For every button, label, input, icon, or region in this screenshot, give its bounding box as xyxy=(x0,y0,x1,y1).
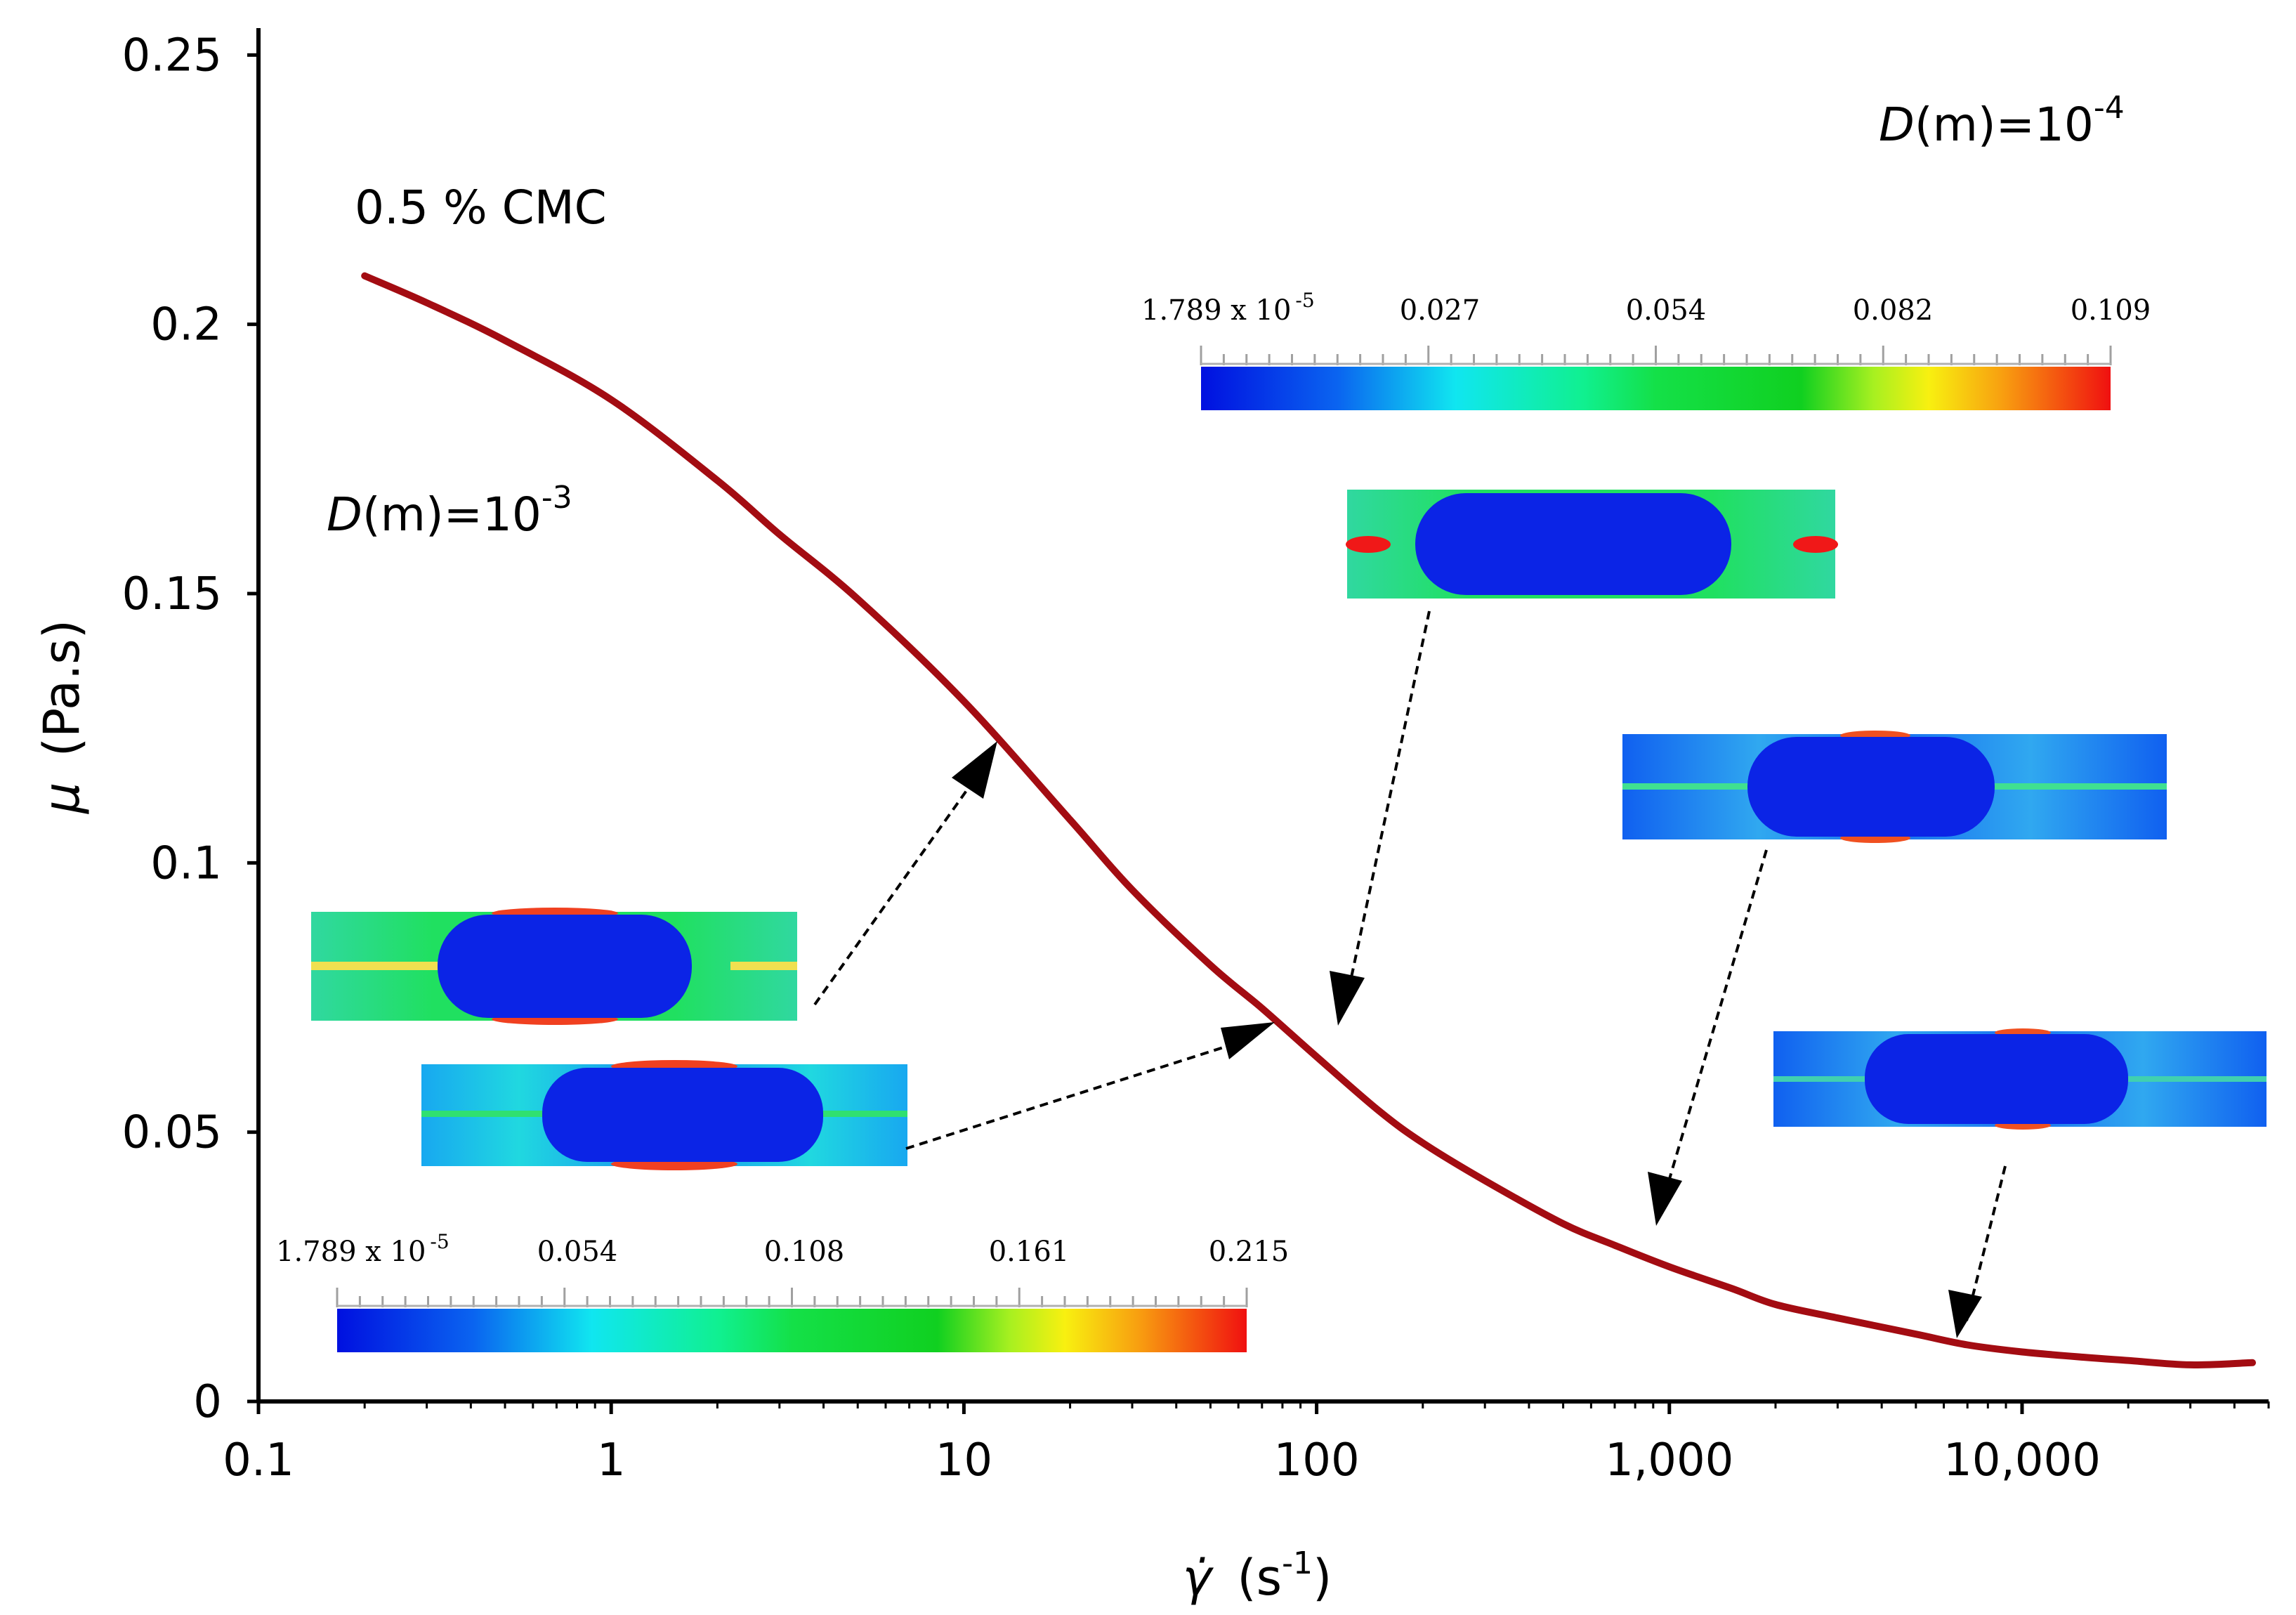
x-ticks: 0.1 1 10 100 1,000 10,000 xyxy=(223,1401,2270,1486)
series-label: 0.5 % CMC xyxy=(355,181,607,235)
colorbar-D1e-3-min-exponent: -5 xyxy=(430,1230,449,1253)
arrowhead-inset-1 xyxy=(952,741,997,799)
x-axis-exponent: -1 xyxy=(1282,1545,1313,1581)
colorbar-D1e-4-label-3: 0.082 xyxy=(1853,294,1934,327)
x-tick-label: 0.1 xyxy=(223,1434,294,1486)
x-tick-label: 1 xyxy=(597,1434,626,1486)
arrowhead-inset-4 xyxy=(1648,1172,1682,1226)
arrow-inset-3 xyxy=(1347,610,1431,991)
arrowhead-inset-5 xyxy=(1948,1290,1982,1338)
colorbar-D1e-4: 1.789 x 10 -5 0.027 0.054 0.082 0.109 xyxy=(1141,289,2151,410)
colorbar-D1e-3-label-2: 0.108 xyxy=(764,1236,845,1268)
colorbar-D1e-4-ticks xyxy=(1200,346,2112,365)
annotation-D-1e-4-exponent: -4 xyxy=(2094,90,2125,126)
arrow-inset-2 xyxy=(905,1045,1226,1150)
x-tick-label: 100 xyxy=(1274,1434,1360,1486)
y-ticks: 0 0.05 0.1 0.15 0.2 0.25 xyxy=(122,30,258,1428)
y-axis-title: μ (Pa.s) xyxy=(33,620,91,814)
inset-droplet-2 xyxy=(421,1060,907,1170)
arrow-inset-4 xyxy=(1665,849,1768,1191)
colorbar-D1e-3-min-label: 1.789 x 10 -5 xyxy=(276,1230,450,1268)
y-axis-symbol: μ xyxy=(33,783,91,815)
inset-5-droplet xyxy=(1865,1034,2128,1124)
annotation-D-1e-4: D(m)=10-4 xyxy=(1879,90,2125,152)
series-line-cmc xyxy=(361,272,2256,1368)
annotation-D-1e-4-symbol: D xyxy=(1879,98,1915,152)
inset-1-droplet xyxy=(438,915,692,1018)
x-axis-symbol: γ̇ xyxy=(1183,1549,1214,1607)
axes xyxy=(256,28,2269,1404)
annotation-D-1e-3-exponent: -3 xyxy=(542,480,572,516)
y-tick-label: 0.1 xyxy=(150,837,222,889)
inset-droplet-4 xyxy=(1622,731,2167,843)
x-axis-unit: s xyxy=(1257,1549,1282,1607)
x-axis-unit-close: ) xyxy=(1313,1549,1332,1607)
annotation-D-1e-3-symbol: D xyxy=(327,488,362,542)
x-axis-unit-open: ( xyxy=(1237,1549,1256,1607)
inset-droplet-1 xyxy=(311,908,797,1025)
y-tick-label: 0.05 xyxy=(122,1107,223,1159)
y-axis-unit: (Pa.s) xyxy=(33,620,91,757)
pointer-arrowheads xyxy=(952,741,1982,1338)
colorbar-D1e-4-min-text: 1.789 x 10 xyxy=(1141,294,1291,327)
colorbar-D1e-4-gradient xyxy=(1201,367,2111,410)
y-tick-label: 0.25 xyxy=(122,30,223,81)
colorbar-D1e-3-label-4: 0.215 xyxy=(1209,1236,1290,1268)
x-tick-label: 10,000 xyxy=(1943,1434,2101,1486)
colorbar-D1e-3-label-1: 0.054 xyxy=(537,1236,618,1268)
colorbar-D1e-4-min-exponent: -5 xyxy=(1295,289,1314,312)
inset-3-hot-left xyxy=(1346,536,1391,553)
colorbar-D1e-3-gradient xyxy=(337,1309,1247,1352)
x-tick-label: 10 xyxy=(936,1434,992,1486)
colorbar-D1e-3-min-text: 1.789 x 10 xyxy=(276,1236,426,1268)
colorbar-D1e-4-label-4: 0.109 xyxy=(2071,294,2151,327)
colorbar-D1e-3: 1.789 x 10 -5 0.054 0.108 0.161 0.215 xyxy=(276,1230,1289,1352)
annotation-D-1e-4-main: (m)=10 xyxy=(1915,98,2094,152)
inset-3-hot-right xyxy=(1793,536,1838,553)
y-tick-label: 0.2 xyxy=(150,299,222,351)
inset-1-centerline-left xyxy=(311,962,438,970)
annotation-D-1e-3-main: (m)=10 xyxy=(362,488,542,542)
inset-droplet-5 xyxy=(1773,1028,2267,1130)
arrow-inset-1 xyxy=(813,785,971,1006)
arrowhead-inset-2 xyxy=(1221,1022,1275,1059)
inset-droplet-3 xyxy=(1346,490,1838,599)
colorbar-D1e-4-min-label: 1.789 x 10 -5 xyxy=(1141,289,1315,327)
x-axis-title: γ̇ (s-1) xyxy=(1183,1545,1332,1607)
colorbar-D1e-3-ticks xyxy=(336,1288,1248,1307)
colorbar-D1e-4-label-2: 0.054 xyxy=(1626,294,1707,327)
inset-1-centerline-right xyxy=(730,962,797,970)
colorbar-D1e-4-label-1: 0.027 xyxy=(1400,294,1481,327)
y-tick-label: 0.15 xyxy=(122,568,223,620)
annotation-D-1e-3: D(m)=10-3 xyxy=(327,480,572,542)
inset-4-droplet xyxy=(1747,737,1995,837)
inset-3-droplet xyxy=(1415,493,1731,595)
x-tick-label: 1,000 xyxy=(1605,1434,1733,1486)
colorbar-D1e-3-label-3: 0.161 xyxy=(989,1236,1070,1268)
pointer-arrows xyxy=(813,610,2007,1321)
inset-2-droplet xyxy=(542,1068,823,1162)
arrowhead-inset-3 xyxy=(1330,971,1365,1026)
y-tick-label: 0 xyxy=(193,1376,222,1428)
